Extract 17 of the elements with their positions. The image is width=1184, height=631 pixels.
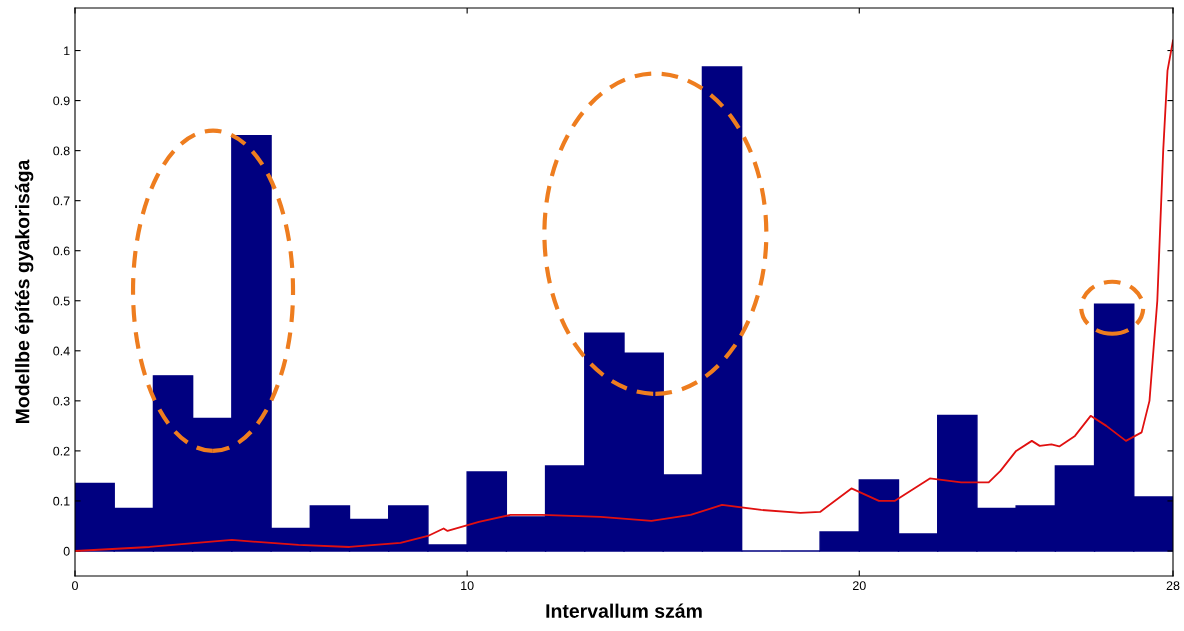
y-tick-label: 0.4 (53, 346, 70, 356)
y-tick-label: 0.2 (53, 446, 70, 456)
y-axis-title: Modellbe építés gyakorisága (14, 159, 34, 424)
y-tick-label: 0.8 (53, 146, 70, 156)
y-tick-label: 0.3 (53, 396, 70, 406)
x-axis-title: Intervallum szám (546, 603, 702, 618)
x-tick-label: 0 (72, 581, 78, 591)
y-tick-label: 0.6 (53, 246, 70, 256)
y-tick-label: 0 (63, 546, 70, 556)
y-tick-label: 1 (64, 46, 70, 56)
x-tick-label: 28 (1166, 581, 1180, 591)
x-tick-label: 20 (852, 581, 866, 591)
x-tick-label: 10 (461, 581, 474, 591)
y-tick-label: 0.9 (53, 96, 70, 106)
y-tick-label: 0.5 (53, 296, 70, 306)
y-tick-label: 0.1 (53, 496, 70, 506)
y-tick-label: 0.7 (53, 196, 70, 206)
